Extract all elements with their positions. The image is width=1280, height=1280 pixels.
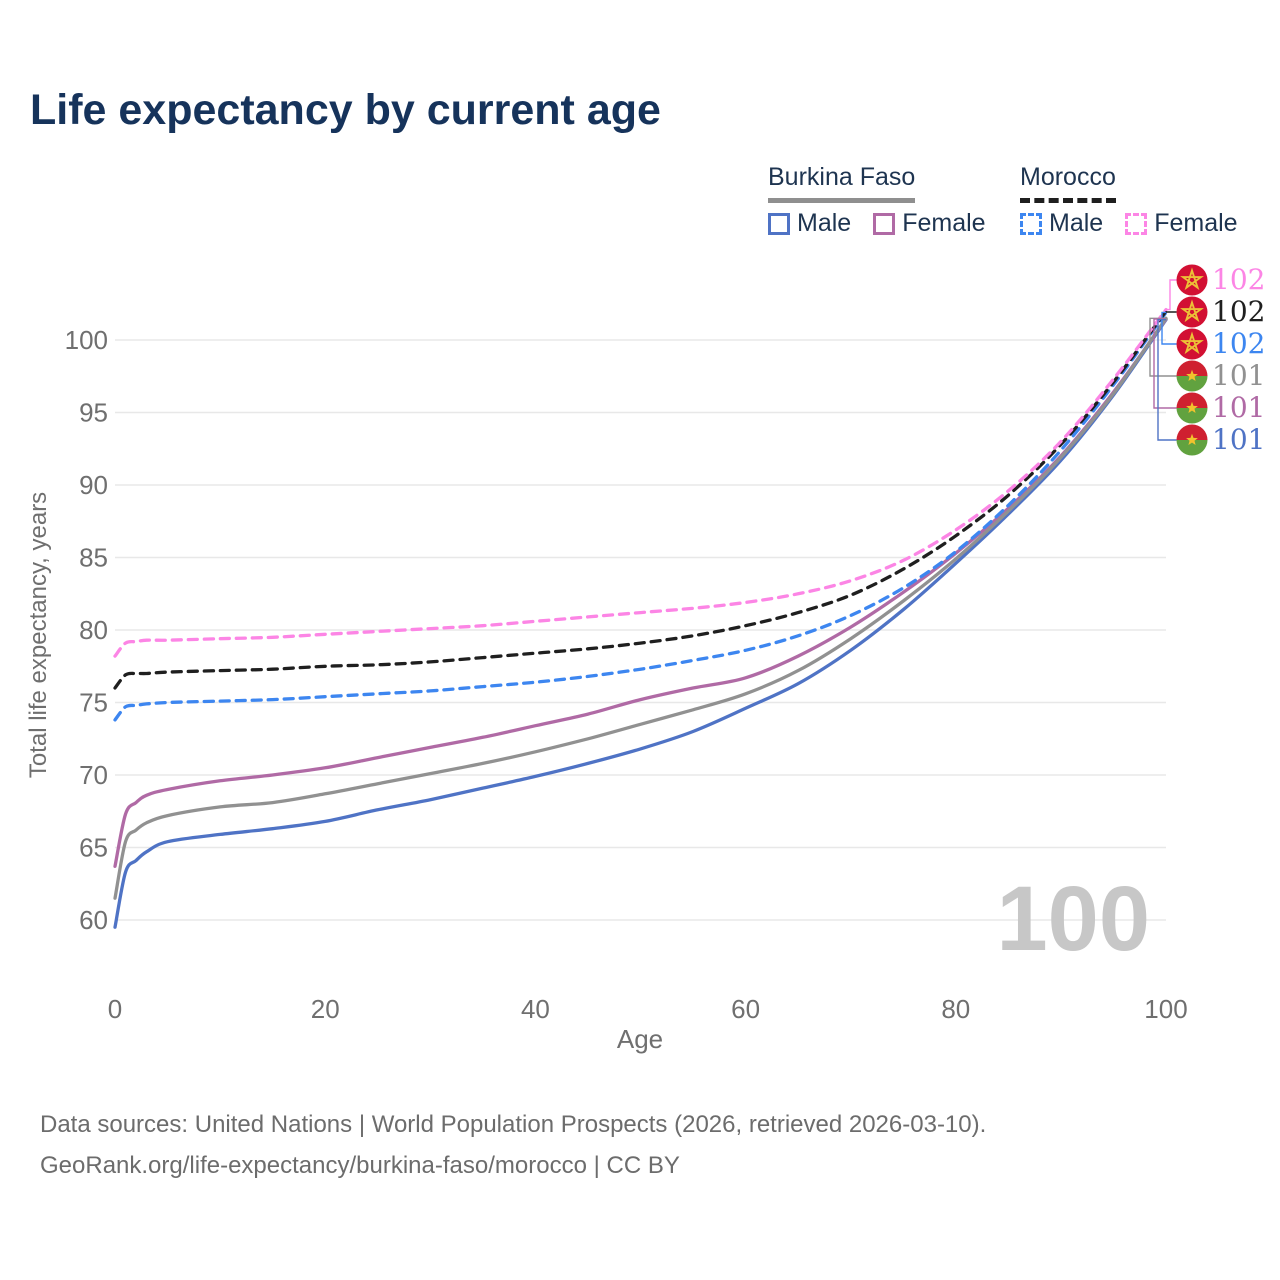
end-label-leader-line [1165,311,1177,313]
end-value-label: 102 [1212,295,1265,328]
line-swatch-icon [1125,212,1148,235]
y-tick-label: 60 [79,905,108,935]
series-line-burkina-faso-male [113,318,1168,929]
morocco-flag-icon [1176,296,1208,328]
end-value-label: 101 [1212,423,1265,456]
x-tick-label: 0 [108,994,122,1024]
life-expectancy-line-chart: 60 65 70 75 80 85 90 95 100 0 20 40 60 80 100 Age Total … [25,263,1265,1054]
legend-group-title-burkina-faso: Burkina Faso [768,163,916,203]
end-label-leader-line [1157,319,1177,441]
line-swatch-icon [873,212,896,235]
burkina-flag-icon [1176,440,1208,456]
end-label-leader-line [1166,279,1177,311]
footer-attribution: GeoRank.org/life-expectancy/burkina-faso… [40,1152,680,1179]
legend-group-burkina-faso: Burkina Faso Male Female [768,163,986,238]
morocco-flag-star-icon [1180,299,1204,323]
series-line-morocco-both [113,309,1168,690]
x-tick-label: 60 [731,994,760,1024]
morocco-flag-star-icon [1180,331,1204,355]
burkina-flag-star-icon [1186,401,1198,413]
end-value-label: 102 [1212,327,1265,360]
end-value-label: 102 [1212,263,1265,296]
line-swatch-icon [1020,212,1042,235]
y-tick-label: 75 [79,688,108,718]
legend-item-burkina-faso-female[interactable]: Female [873,209,986,238]
x-axis-title: Age [617,1024,663,1054]
burkina-flag-star-icon [1186,369,1198,381]
legend-group-morocco: Morocco Male Female [1020,163,1238,238]
burkina-flag-icon [1176,360,1208,376]
end-value-label: 101 [1212,359,1265,392]
x-tick-label: 40 [521,994,550,1024]
morocco-flag-icon [1176,264,1208,296]
burkina-flag-icon [1176,424,1208,440]
y-tick-label: 95 [79,398,108,428]
burkina-flag-icon [1176,392,1208,408]
legend: Burkina Faso Male Female Morocco Male [0,163,1280,243]
y-tick-label: 80 [79,615,108,645]
burkina-flag-star-icon [1186,433,1198,445]
footer: Data sources: United Nations | World Pop… [40,1104,986,1186]
age-watermark: 100 [997,868,1151,970]
end-label-leader-line [1149,317,1177,377]
x-tick-label: 20 [311,994,340,1024]
morocco-flag-icon [1176,328,1208,360]
legend-item-label: Female [902,209,986,237]
y-tick-label: 85 [79,543,108,573]
legend-item-label: Male [1049,209,1104,237]
x-tick-label: 80 [941,994,970,1024]
y-tick-label: 90 [79,470,108,500]
morocco-flag-star-icon [1180,267,1204,291]
end-label-leader-line [1161,311,1177,345]
burkina-flag-icon [1176,408,1208,424]
legend-item-label: Male [797,209,852,237]
series-line-burkina-faso-female [113,317,1168,868]
legend-item-burkina-faso-male[interactable]: Male [768,209,851,238]
legend-item-morocco-male[interactable]: Male [1020,209,1103,238]
page-title: Life expectancy by current age [30,86,661,134]
y-tick-label: 100 [65,325,108,355]
footer-data-sources: Data sources: United Nations | World Pop… [40,1111,987,1138]
line-swatch-icon [768,212,790,235]
legend-item-morocco-female[interactable]: Female [1125,209,1238,238]
series-line-morocco-male [113,310,1168,722]
legend-row-burkina-faso: Male Female [768,209,986,238]
legend-item-label: Female [1154,209,1238,237]
burkina-flag-icon [1176,376,1208,392]
legend-group-title-morocco: Morocco [1020,163,1116,203]
y-tick-label: 65 [79,833,108,863]
series-line-morocco-female [113,307,1168,658]
x-tick-label: 100 [1144,994,1187,1024]
legend-row-morocco: Male Female [1020,209,1238,238]
y-axis-title: Total life expectancy, years [25,492,52,778]
series-line-burkina-faso-both [113,316,1168,900]
end-value-label: 101 [1212,391,1265,424]
y-tick-label: 70 [79,760,108,790]
